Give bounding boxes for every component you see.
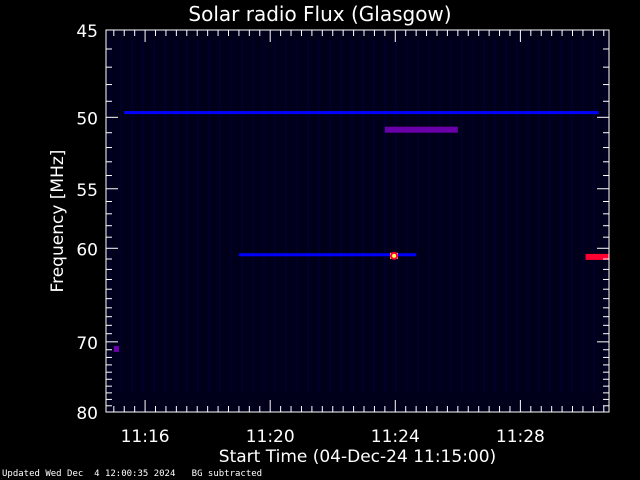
chart-title: Solar radio Flux (Glasgow) bbox=[188, 2, 452, 26]
y-tick-label: 50 bbox=[76, 109, 98, 129]
updated-text: Updated Wed Dec 4 12:00:35 2024 bbox=[2, 469, 176, 479]
feature-band bbox=[585, 253, 609, 260]
y-axis-label: Frequency [MHz] bbox=[48, 150, 68, 293]
x-axis-label: Start Time (04-Dec-24 11:15:00) bbox=[219, 447, 496, 467]
y-tick-label: 60 bbox=[76, 240, 98, 260]
feature-band bbox=[113, 345, 120, 352]
x-tick-label: 11:28 bbox=[496, 427, 545, 447]
feature-band bbox=[384, 126, 458, 133]
plot-frame bbox=[105, 29, 610, 413]
footer-status: Updated Wed Dec 4 12:00:35 2024 BG subtr… bbox=[2, 469, 262, 479]
feature-band bbox=[238, 253, 417, 257]
y-tick-label: 55 bbox=[76, 181, 98, 201]
plot-background bbox=[106, 30, 609, 412]
x-tick-label: 11:20 bbox=[246, 427, 295, 447]
bg-subtracted-note: BG subtracted bbox=[191, 469, 263, 479]
y-tick-label: 80 bbox=[76, 404, 98, 424]
y-tick-label: 45 bbox=[76, 22, 98, 42]
x-tick-label: 11:24 bbox=[371, 427, 420, 447]
peak-center bbox=[392, 253, 397, 258]
x-tick-label: 11:16 bbox=[121, 427, 170, 447]
y-tick-label: 70 bbox=[76, 334, 98, 354]
feature-band bbox=[124, 111, 599, 115]
